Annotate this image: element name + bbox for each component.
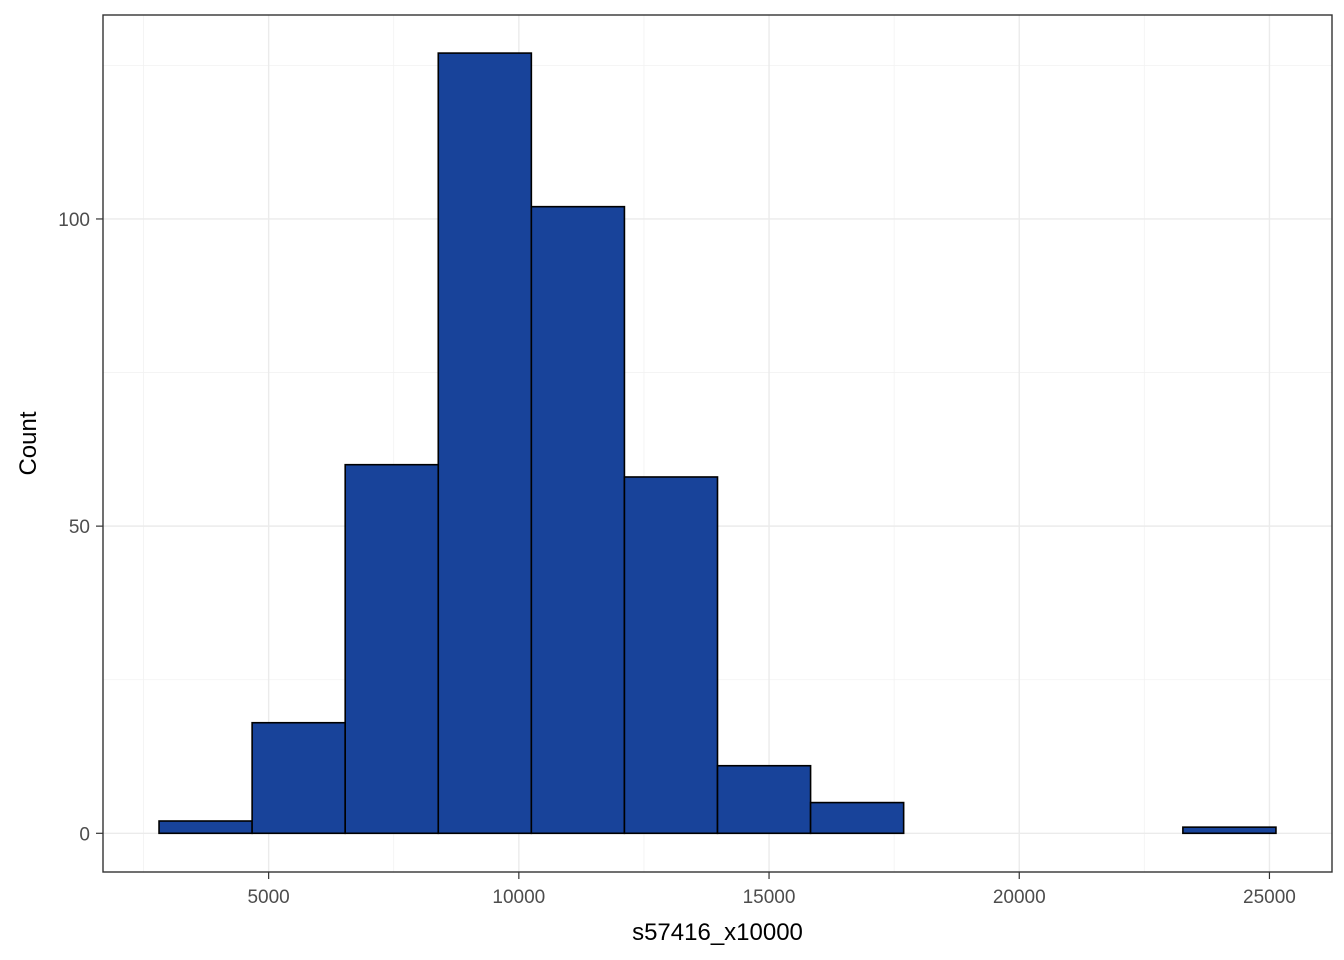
panel-border	[102, 14, 1333, 873]
histogram-bar-12	[1182, 826, 1277, 835]
x-axis-title: s57416_x10000	[632, 919, 803, 946]
x-tick-label: 20000	[993, 887, 1046, 908]
x-tick-label: 15000	[743, 887, 796, 908]
axis-ticks	[96, 218, 1271, 879]
bars	[158, 52, 1277, 835]
histogram-bar-1	[158, 820, 253, 835]
y-tick-label: 0	[79, 824, 90, 845]
histogram-bar-6	[623, 476, 719, 835]
x-axis-tick-labels: 5000 10000 15000 20000 25000	[247, 887, 1295, 908]
y-axis-title: Count	[15, 411, 42, 475]
histogram-bar-3	[344, 463, 440, 835]
histogram-bar-2	[251, 721, 346, 835]
histogram-bar-7	[716, 764, 812, 835]
histogram-bar-5	[530, 205, 626, 835]
y-tick-label: 100	[58, 210, 90, 231]
x-tick-label: 25000	[1243, 887, 1296, 908]
y-axis-tick-labels: 0 50 100	[58, 210, 90, 845]
y-tick-label: 50	[69, 517, 90, 538]
x-tick-label: 5000	[247, 887, 289, 908]
histogram-bar-8	[809, 801, 905, 835]
histogram-bar-4	[437, 52, 533, 835]
x-tick-label: 10000	[492, 887, 545, 908]
